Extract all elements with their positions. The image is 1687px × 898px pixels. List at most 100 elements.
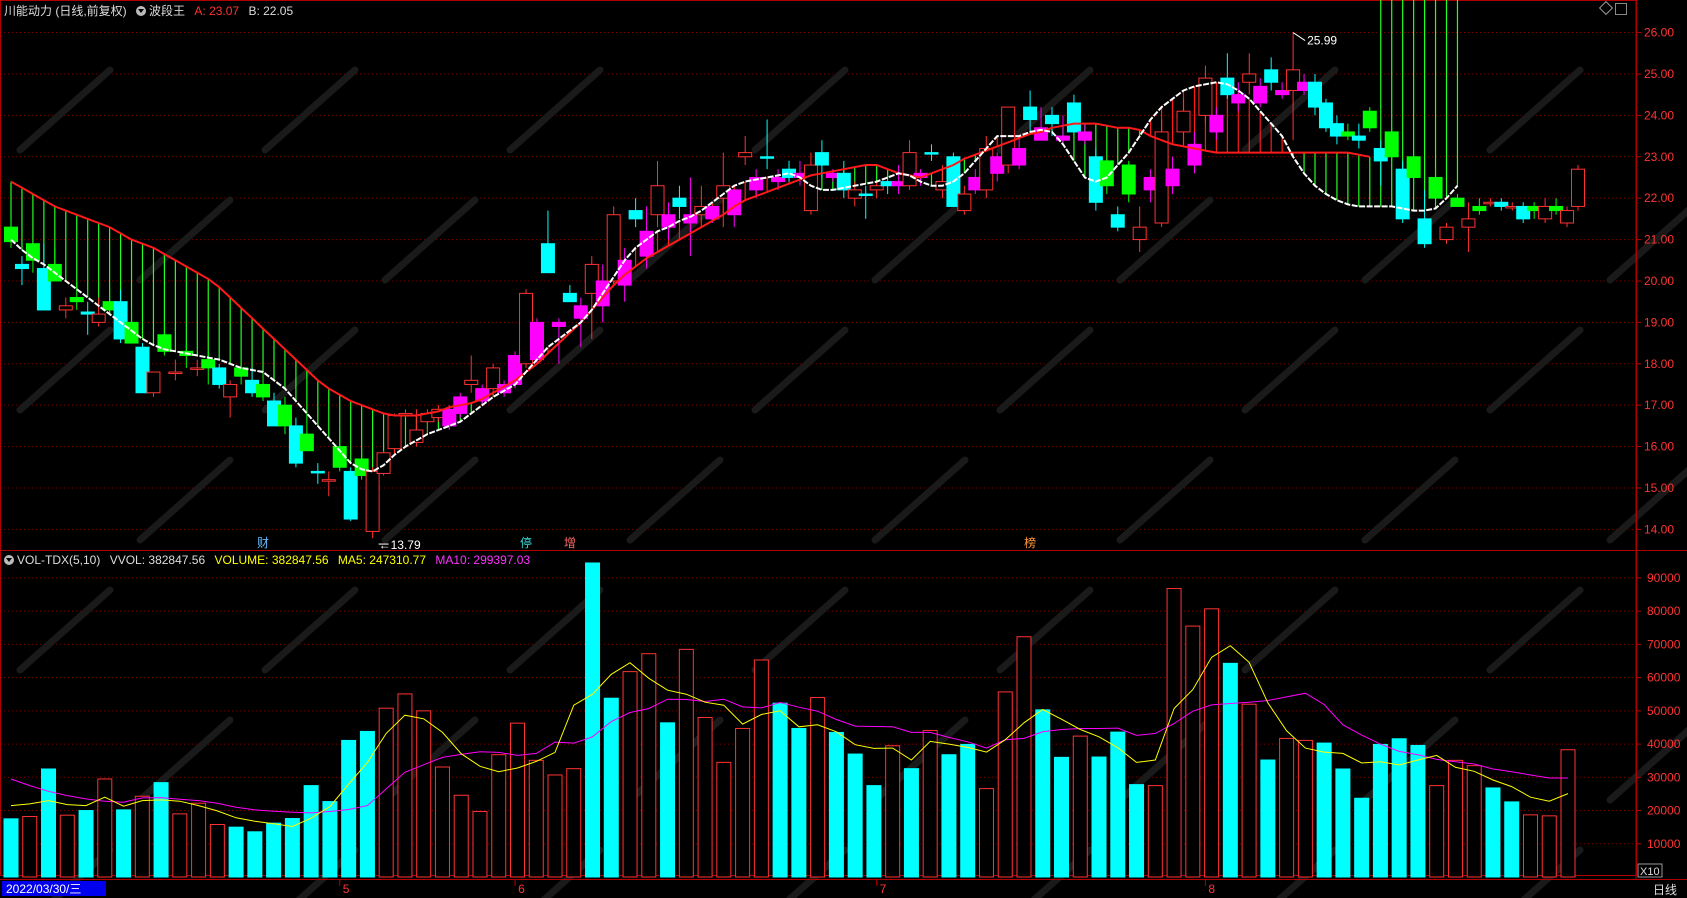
volume-bar xyxy=(1297,739,1313,878)
volume-bar xyxy=(547,774,563,878)
volume-bar xyxy=(903,768,919,878)
candlestick-series[interactable] xyxy=(4,32,1585,539)
volume-bar xyxy=(678,648,694,878)
volume-bar xyxy=(978,788,994,878)
indicator-name[interactable]: 波段王 xyxy=(149,4,186,18)
volume-bar xyxy=(509,722,525,878)
volume-bar xyxy=(772,702,788,878)
volume-bar xyxy=(59,814,75,878)
watermark-mark xyxy=(136,456,234,544)
volume-bar xyxy=(453,794,469,878)
candle-body xyxy=(146,371,161,394)
volume-dropdown-icon[interactable] xyxy=(4,555,14,565)
high-arrow xyxy=(1292,32,1306,41)
volume-bar xyxy=(1260,759,1276,878)
candle-body xyxy=(1209,114,1224,133)
ma5-label: MA5: xyxy=(337,553,366,567)
candle-body xyxy=(190,367,205,370)
candle-body xyxy=(836,172,851,191)
watermark-mark xyxy=(540,846,604,898)
volume-bar xyxy=(97,778,113,878)
price-tick-label: 22.00 xyxy=(1644,191,1674,205)
candle-body xyxy=(1406,156,1421,178)
volume-bar xyxy=(1279,737,1295,878)
candle-body xyxy=(1538,205,1553,220)
month-label-7: 7 xyxy=(880,882,887,896)
candle-body xyxy=(69,297,84,303)
candle-body xyxy=(365,470,380,532)
candle-body xyxy=(1549,205,1564,212)
candle-body xyxy=(540,243,555,274)
candle-body xyxy=(661,214,676,228)
price-tick-label: 15.00 xyxy=(1644,481,1674,495)
candle-body xyxy=(168,371,183,375)
candle-body xyxy=(1286,69,1301,92)
volume-bar xyxy=(303,785,319,878)
volume-bar xyxy=(1129,784,1145,878)
price-tick-label: 25.00 xyxy=(1644,67,1674,81)
price-tick-label: 18.00 xyxy=(1644,357,1674,371)
candle-body xyxy=(902,152,917,187)
volume-indicator-name[interactable]: VOL-TDX(5,10) xyxy=(17,553,101,567)
candle-body xyxy=(1384,131,1399,158)
candle-body xyxy=(606,214,621,282)
volume-tick-label: 70000 xyxy=(1647,637,1681,651)
volume-bar xyxy=(378,707,394,878)
vvol-label: VVOL: xyxy=(109,553,146,567)
watermark-mark xyxy=(506,326,604,414)
month-label-5: 5 xyxy=(343,882,350,896)
candle-body xyxy=(1439,226,1454,241)
watermark-mark xyxy=(136,196,234,284)
watermark-mark xyxy=(136,716,234,804)
volume-bar xyxy=(1504,801,1520,878)
watermark-mark xyxy=(1486,586,1584,674)
volume-bar xyxy=(153,782,169,878)
volume-bar xyxy=(1410,744,1426,878)
volume-bar xyxy=(1035,709,1051,878)
volume-bar xyxy=(528,759,544,878)
candle-body xyxy=(760,156,775,159)
fast-ma-line xyxy=(10,81,1459,473)
volume-bar xyxy=(1429,785,1445,878)
event-markers[interactable]: 财停增榜 xyxy=(256,535,1038,550)
candle-body xyxy=(1023,106,1038,121)
candle-body xyxy=(486,367,501,390)
period-label: 日线 xyxy=(1653,883,1677,897)
volume-bar xyxy=(472,811,488,878)
candle-body xyxy=(1110,214,1125,228)
candle-body xyxy=(80,311,95,315)
volume-header: VOL-TDX(5,10) VVOL: 382847.56 VOLUME: 38… xyxy=(4,553,530,567)
candle-body xyxy=(25,243,40,261)
volume-bar xyxy=(847,753,863,878)
volume-bar xyxy=(735,727,751,878)
candle-body xyxy=(1012,147,1027,166)
volume-bar xyxy=(1166,588,1182,878)
volume-tick-label: 80000 xyxy=(1647,604,1681,618)
price-tick-label: 14.00 xyxy=(1644,522,1674,536)
volume-bar xyxy=(359,730,375,878)
candle-body xyxy=(1275,90,1290,96)
candle-body xyxy=(1494,201,1509,207)
candle-body xyxy=(1516,205,1531,220)
candle-body xyxy=(354,458,369,477)
time-axis: 2022/03/30/三 5 6 7 8 日线 xyxy=(2,879,1677,897)
indicator-dropdown-icon[interactable] xyxy=(136,6,147,16)
candle-body xyxy=(201,359,216,369)
month-label-6: 6 xyxy=(518,882,525,896)
event-marker-box xyxy=(1023,535,1038,549)
candle-body xyxy=(1351,135,1366,141)
volume-bar xyxy=(266,822,282,878)
window-toggle-icon[interactable] xyxy=(1615,3,1627,15)
volume-bar xyxy=(3,818,19,878)
volume-tick-label: 20000 xyxy=(1647,804,1681,818)
watermark-mark xyxy=(16,326,114,414)
stock-title[interactable]: 川能动力 (日线,前复权) xyxy=(4,4,127,18)
candle-body xyxy=(1198,77,1213,116)
volume-bars[interactable] xyxy=(3,562,1576,878)
candle-body xyxy=(1428,176,1443,199)
candle-body xyxy=(628,210,643,220)
volume-ma5-line xyxy=(10,645,1569,828)
watermark-mark xyxy=(626,456,724,544)
watermark-mark xyxy=(871,456,969,544)
candle-body xyxy=(1132,226,1147,241)
